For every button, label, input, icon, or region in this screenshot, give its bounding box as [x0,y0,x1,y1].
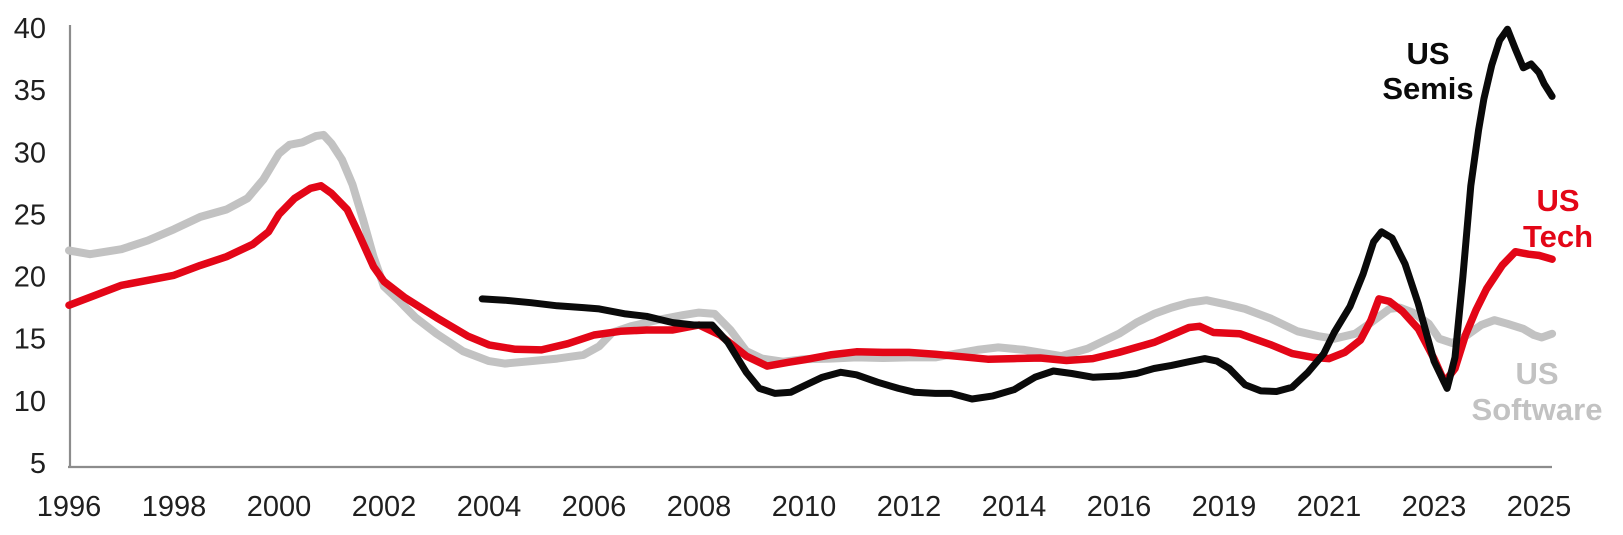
x-tick-label: 2006 [562,491,627,523]
x-tick-label: 2019 [1192,491,1257,523]
y-tick-label: 25 [14,199,46,231]
x-tick-label: 2004 [457,491,522,523]
series-label-us-tech: US Tech [1523,183,1593,254]
y-tick-label: 30 [14,137,46,169]
series-label-line: US [1536,183,1579,218]
series-label-line: Semis [1382,71,1473,106]
series-line-us-semis [478,25,1556,403]
x-tick-label: 2014 [982,491,1047,523]
series-label-line: US [1406,36,1449,71]
x-tick-label: 2021 [1297,491,1362,523]
y-tick-label: 35 [14,75,46,107]
series-label-us-semis: US Semis [1382,36,1473,106]
y-tick-label: 40 [14,13,46,45]
y-tick-label: 20 [14,262,46,294]
y-tick-label: 15 [14,324,46,356]
x-tick-label: 2025 [1507,491,1572,523]
x-tick-label: 2002 [352,491,417,523]
y-tick-label: 10 [14,386,46,418]
series-line-us-software [65,130,1557,368]
series-label-us-software: US Software [1472,356,1603,427]
y-tick-label: 5 [30,448,46,480]
x-tick-label: 2016 [1087,491,1152,523]
series-label-line: US [1515,356,1558,391]
series-label-line: Tech [1523,219,1593,254]
x-tick-label: 2000 [247,491,312,523]
series-line-us-tech [65,182,1556,386]
x-tick-label: 1998 [142,491,207,523]
x-tick-label: 2012 [877,491,942,523]
x-tick-label: 2010 [772,491,837,523]
series-label-line: Software [1472,392,1603,427]
x-tick-label: 2023 [1402,491,1467,523]
x-tick-label: 1996 [37,491,102,523]
x-tick-label: 2008 [667,491,732,523]
